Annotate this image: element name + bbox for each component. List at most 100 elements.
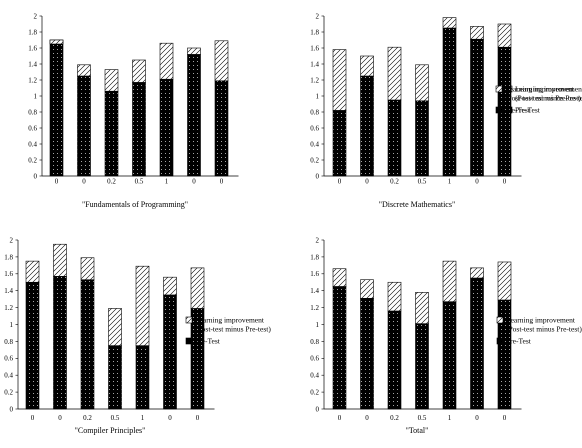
bar-improvement	[387, 281, 402, 312]
legend: Learning improvement(Post-test minus Pre…	[496, 316, 582, 346]
x-tick-label: 0	[365, 414, 369, 422]
bar-pretest	[163, 294, 177, 410]
x-tick-label: 0	[503, 414, 507, 422]
y-tick-label: 2	[316, 236, 320, 244]
bar-improvement	[108, 308, 122, 346]
chart-panels: 0 0.2 0.4 0.6 0.8 1 1.2 1.4 1.6 1.8 2 0 0 0.2 0.5 1 0 0 "F…	[4, 12, 582, 435]
x-tick-label: 0.5	[418, 178, 427, 186]
x-tick-label: 1	[141, 414, 145, 422]
bar-pretest	[360, 75, 374, 177]
bar-improvement	[415, 292, 429, 324]
y-tick-label: 0	[34, 172, 38, 180]
legend-improvement-sublabel: (Post-test minus Pre-test)	[505, 94, 581, 103]
y-tick-label: 0.4	[4, 372, 13, 380]
x-tick-label: 0	[196, 414, 200, 422]
y-tick-label: 0.8	[310, 338, 319, 346]
x-tick-label: 0	[503, 178, 507, 186]
bar-improvement	[387, 46, 402, 101]
bar-improvement	[135, 265, 150, 346]
bar-improvement	[190, 267, 205, 309]
y-tick-label: 0.6	[4, 355, 13, 363]
bar-pretest	[415, 100, 429, 177]
bar-pretest	[415, 323, 429, 410]
x-tick-label: 0.2	[390, 414, 399, 422]
y-tick-label: 1.4	[310, 60, 319, 68]
y-tick-label: 1.8	[310, 253, 319, 261]
bar-improvement	[159, 42, 174, 80]
legend-pretest-swatch	[495, 106, 503, 114]
legend-pretest-label: Pre-Test	[515, 106, 541, 115]
x-tick-label: 0	[82, 178, 86, 186]
bar-pretest	[442, 301, 457, 410]
x-tick-label: 0	[475, 178, 479, 186]
chart-discrete-math: 0 0.2 0.4 0.6 0.8 1 1.2 1.4 1.6 1.8 2 0 0 0.2 0.5 1 0 0 "D…	[310, 12, 581, 209]
bar-pretest	[159, 78, 174, 177]
bar-pretest	[80, 279, 95, 410]
bar-pretest	[332, 110, 347, 177]
x-tick-label: 0	[31, 414, 35, 422]
bar-improvement	[77, 64, 91, 77]
bar-improvement	[332, 268, 347, 287]
bar-improvement	[214, 40, 229, 82]
y-tick-label: 1.6	[310, 44, 319, 52]
y-tick-label: 1.8	[310, 28, 319, 36]
legend-improvement-label: Learning improvement	[195, 316, 265, 325]
legend-improvement-label: Learning improvement	[506, 316, 576, 325]
x-tick-label: 0.5	[418, 414, 427, 422]
bar-pretest	[135, 345, 150, 410]
bar-pretest	[187, 54, 201, 177]
legend-improvement-swatch	[185, 316, 193, 324]
legend-pretest-label: Pre-Test	[195, 337, 221, 346]
x-tick-label: 0	[55, 178, 59, 186]
y-tick-label: 1.2	[310, 304, 319, 312]
y-tick-label: 1	[316, 321, 320, 329]
x-tick-label: 0.2	[390, 178, 399, 186]
legend-improvement-sublabel: (Post-test minus Pre-test)	[506, 325, 582, 334]
x-tick-label: 0	[338, 178, 342, 186]
x-tick-label: 0	[475, 414, 479, 422]
bar-improvement	[360, 55, 374, 77]
y-tick-label: 0.2	[310, 156, 319, 164]
legend: Learning improvement(Post-test minus Pre…	[185, 316, 271, 346]
y-tick-label: 0.2	[310, 389, 319, 397]
y-tick-label: 0.2	[28, 156, 37, 164]
bar-improvement	[360, 279, 374, 299]
legend-improvement-swatch	[495, 85, 503, 93]
x-tick-label: 1	[448, 414, 452, 422]
bar-pretest	[214, 80, 229, 177]
chart-caption: "Compiler Principles"	[75, 426, 146, 435]
bar-improvement	[497, 23, 512, 48]
x-tick-label: 0	[58, 414, 62, 422]
legend-pretest-swatch	[185, 337, 193, 345]
bar-improvement	[442, 17, 457, 29]
x-tick-label: 0	[192, 178, 196, 186]
y-tick-label: 1.2	[310, 76, 319, 84]
y-tick-label: 0	[316, 405, 320, 413]
y-tick-label: 0.2	[4, 389, 13, 397]
legend-improvement-label: Learning improvement	[505, 85, 575, 94]
bar-improvement	[187, 47, 201, 55]
legend: Learning improvement(Post-test minus Pre…	[495, 85, 581, 115]
chart-caption: "Discrete Mathematics"	[379, 200, 456, 209]
y-tick-label: 1.4	[4, 287, 13, 295]
x-tick-label: 0.2	[83, 414, 92, 422]
bar-improvement	[470, 26, 484, 40]
bar-improvement	[415, 64, 429, 102]
bar-improvement	[442, 260, 457, 302]
chart-total: 0 0.2 0.4 0.6 0.8 1 1.2 1.4 1.6 1.8 2 0 0 0.2 0.5 1 0 0 "T…	[310, 236, 582, 435]
chart-caption: "Total"	[406, 426, 429, 435]
y-tick-label: 0.4	[28, 140, 37, 148]
y-tick-label: 1.4	[310, 287, 319, 295]
legend-pretest-label: Pre-Test	[506, 337, 532, 346]
bar-pretest	[442, 27, 457, 177]
y-tick-label: 0.8	[310, 108, 319, 116]
bar-improvement	[332, 49, 347, 111]
bar-improvement	[163, 276, 177, 296]
bar-improvement	[25, 260, 40, 283]
bar-pretest	[77, 75, 91, 177]
x-tick-label: 0.5	[111, 414, 120, 422]
bar-pretest	[470, 38, 484, 177]
legend-improvement-sublabel: (Post-test minus Pre-test)	[515, 94, 582, 103]
y-tick-label: 1	[10, 321, 14, 329]
